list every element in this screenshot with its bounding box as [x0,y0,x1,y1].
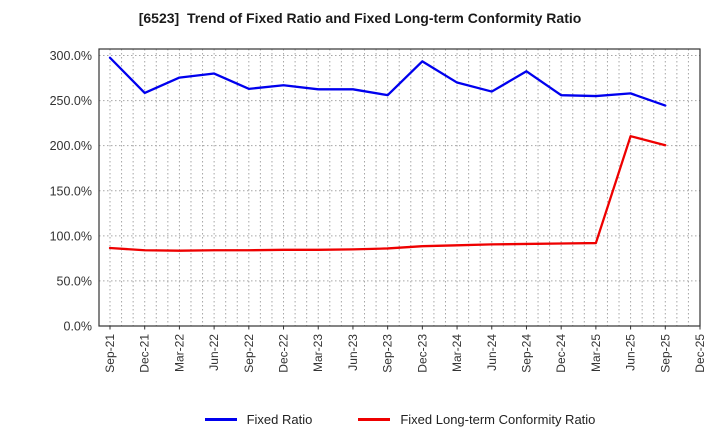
svg-text:150.0%: 150.0% [50,184,92,198]
legend-item-fixed-long-term-conformity-ratio: Fixed Long-term Conformity Ratio [358,412,595,427]
svg-text:Sep-23: Sep-23 [381,334,395,373]
svg-text:Jun-25: Jun-25 [624,334,638,371]
svg-text:Jun-23: Jun-23 [346,334,360,371]
svg-text:Dec-25: Dec-25 [693,334,707,373]
svg-text:Sep-24: Sep-24 [519,334,533,373]
legend-label-fixed-ratio: Fixed Ratio [246,411,313,427]
fixed-ratio-line-swatch [204,417,237,421]
legend: Fixed Ratio Fixed Long-term Conformity R… [80,406,720,432]
svg-text:Dec-21: Dec-21 [138,334,152,373]
svg-text:Dec-22: Dec-22 [277,334,291,373]
svg-text:Sep-25: Sep-25 [658,334,672,373]
legend-item-fixed-ratio: Fixed Ratio [204,411,313,427]
svg-text:Jun-22: Jun-22 [207,334,221,371]
svg-text:100.0%: 100.0% [50,229,92,243]
fixed-long-term-conformity-ratio-line-swatch [358,417,391,421]
svg-text:Mar-24: Mar-24 [450,334,464,372]
legend-label-fixed-long-term-conformity-ratio: Fixed Long-term Conformity Ratio [400,411,596,427]
chart-title: [6523] Trend of Fixed Ratio and Fixed Lo… [138,10,582,26]
svg-text:Sep-22: Sep-22 [242,334,256,373]
svg-text:Mar-22: Mar-22 [172,334,186,372]
svg-text:Jun-24: Jun-24 [485,334,499,371]
svg-text:Sep-21: Sep-21 [103,334,117,373]
svg-text:0.0%: 0.0% [64,320,93,334]
svg-text:200.0%: 200.0% [50,139,92,153]
svg-text:Mar-25: Mar-25 [589,334,603,372]
svg-text:Mar-23: Mar-23 [311,334,325,372]
svg-text:Dec-24: Dec-24 [554,334,568,373]
svg-text:250.0%: 250.0% [50,94,92,108]
svg-text:50.0%: 50.0% [57,274,92,288]
svg-text:Dec-23: Dec-23 [415,334,429,373]
svg-text:300.0%: 300.0% [50,49,92,63]
